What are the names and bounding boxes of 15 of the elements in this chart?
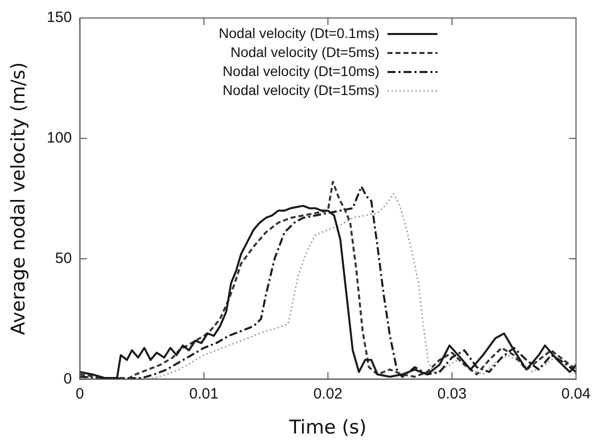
y-axis-title: Average nodal velocity (m/s) bbox=[7, 62, 30, 335]
y-tick-label: 150 bbox=[46, 9, 72, 26]
legend-label: Nodal velocity (Dt=5ms) bbox=[230, 44, 380, 60]
y-tick-label: 100 bbox=[46, 130, 72, 147]
x-tick-label: 0 bbox=[76, 385, 84, 402]
x-axis-title: Time (s) bbox=[288, 416, 367, 439]
x-tick-label: 0.02 bbox=[313, 385, 343, 402]
x-tick-label: 0.03 bbox=[437, 385, 467, 402]
x-tick-label: 0.04 bbox=[561, 385, 591, 402]
legend-label: Nodal velocity (Dt=15ms) bbox=[222, 82, 380, 98]
y-tick-label: 0 bbox=[63, 370, 72, 388]
legend-label: Nodal velocity (Dt=10ms) bbox=[222, 62, 380, 79]
x-tick-label: 0.01 bbox=[189, 385, 218, 402]
legend-label: Nodal velocity (Dt=0.1ms) bbox=[218, 24, 380, 41]
y-tick-label: 50 bbox=[55, 250, 72, 267]
